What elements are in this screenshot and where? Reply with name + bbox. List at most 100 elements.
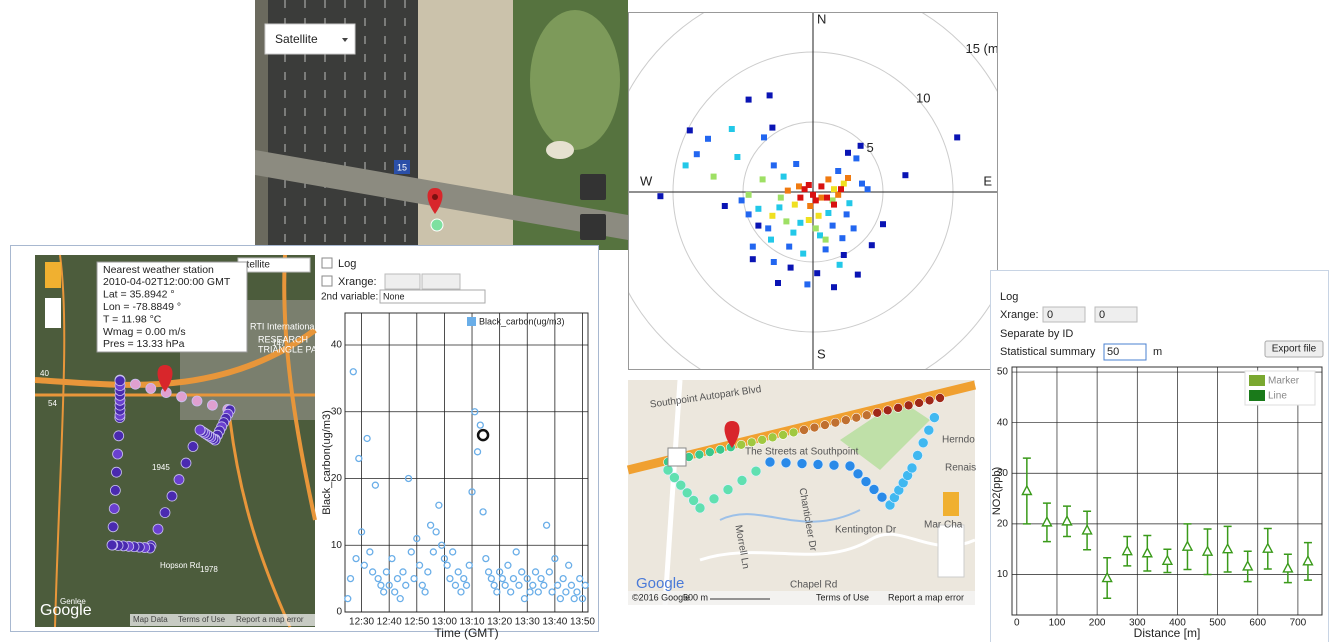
pegman[interactable] <box>943 492 959 516</box>
marker <box>1221 542 1234 554</box>
summary-input[interactable] <box>1103 343 1147 361</box>
range-label: 10 <box>916 90 930 105</box>
map-label: 40 <box>40 369 49 378</box>
y-tick-label: 0 <box>336 607 342 618</box>
data-point <box>363 434 371 443</box>
info-line: Nearest weather station <box>103 264 214 276</box>
control-label: Log <box>1000 291 1018 303</box>
data-point <box>495 568 504 576</box>
wind-point <box>835 168 842 174</box>
track-dot <box>705 447 715 457</box>
zoom-control[interactable] <box>937 524 965 578</box>
track-dot <box>112 448 123 460</box>
x-tick-label: 12:30 <box>349 617 374 628</box>
second-variable-select[interactable] <box>379 289 486 304</box>
select-value: None <box>383 291 405 301</box>
track-dot <box>830 417 841 428</box>
track-dot <box>780 457 792 469</box>
y-tick-label: 30 <box>331 406 343 417</box>
marker <box>1081 523 1093 535</box>
people-button[interactable] <box>580 214 606 240</box>
data-point <box>377 581 385 589</box>
shield <box>394 160 410 174</box>
map-label: TRIANGLE PARK <box>258 344 329 354</box>
wind-point <box>850 225 857 232</box>
data-point <box>501 581 509 589</box>
wind-point <box>880 221 886 228</box>
track-dot <box>876 491 888 503</box>
data-point <box>418 581 426 589</box>
info-line: 2010-04-02T12:00:00 GMT <box>103 276 231 288</box>
export-button[interactable] <box>1264 340 1324 358</box>
info-line: Pres = 13.33 hPa <box>103 338 185 350</box>
y-tick-label: 40 <box>331 340 343 351</box>
data-point <box>355 454 363 463</box>
data-point <box>482 554 490 563</box>
x-tick-label: 100 <box>1049 618 1066 629</box>
control-label: m <box>1153 346 1162 358</box>
track-dot <box>694 449 705 460</box>
xrange-max[interactable] <box>421 273 461 290</box>
track-dot <box>106 539 118 551</box>
wind-point <box>766 92 773 99</box>
y-axis-title: NO2(ppb) <box>991 467 1003 515</box>
marker <box>1141 546 1153 558</box>
wind-point <box>818 183 825 190</box>
wind-point <box>815 212 822 219</box>
data-point <box>385 581 393 589</box>
attribution-bar <box>130 614 315 626</box>
map-type-select[interactable] <box>264 23 356 55</box>
track-dot <box>851 412 862 423</box>
wind-point <box>745 211 752 218</box>
legend-swatch <box>467 317 476 326</box>
road <box>54 254 66 628</box>
wind-point <box>777 194 784 201</box>
control-label: Statistical summary <box>1000 346 1096 358</box>
track-dot <box>914 398 924 408</box>
track-dot <box>906 462 918 474</box>
wind-point <box>831 186 837 193</box>
data-point <box>440 554 449 563</box>
wind-point <box>825 210 832 216</box>
data-point <box>399 568 407 576</box>
track-dot <box>799 425 809 435</box>
road <box>34 327 317 388</box>
rotate-button[interactable] <box>580 174 606 200</box>
data-point <box>382 568 391 576</box>
map-pin <box>157 365 173 392</box>
data-point <box>562 588 570 596</box>
data-point <box>421 588 429 596</box>
track-dot <box>145 382 157 394</box>
left-map: atellite Nearest weather station2010-04-0… <box>34 254 329 628</box>
log-checkbox[interactable] <box>321 257 333 269</box>
data-point <box>556 595 565 603</box>
data-point <box>449 548 457 556</box>
data-point <box>476 421 484 429</box>
map-label: 54 <box>48 399 57 408</box>
xrange-min[interactable] <box>384 273 421 290</box>
data-point <box>366 548 374 556</box>
zoom-control[interactable] <box>45 298 61 328</box>
track-dot <box>109 484 121 496</box>
data-point <box>388 554 396 563</box>
track-dot <box>764 456 776 468</box>
data-point <box>446 574 454 583</box>
wind-point <box>749 256 756 263</box>
pegman[interactable] <box>45 262 61 288</box>
xrange-min[interactable] <box>1042 306 1086 323</box>
undo-button[interactable] <box>667 447 687 467</box>
map-logo: Google <box>636 575 684 592</box>
data-point <box>509 574 518 583</box>
legend-swatch <box>1249 375 1265 386</box>
data-point <box>402 581 410 589</box>
data-point <box>371 481 380 489</box>
track-dot <box>206 399 218 411</box>
map-label: RTI International <box>250 321 316 331</box>
xrange-checkbox[interactable] <box>321 275 333 287</box>
xrange-max[interactable] <box>1094 306 1138 323</box>
wind-point <box>805 182 812 188</box>
map-pin <box>724 421 740 448</box>
track-dot <box>176 391 188 403</box>
x-tick-label: 13:00 <box>432 617 457 628</box>
